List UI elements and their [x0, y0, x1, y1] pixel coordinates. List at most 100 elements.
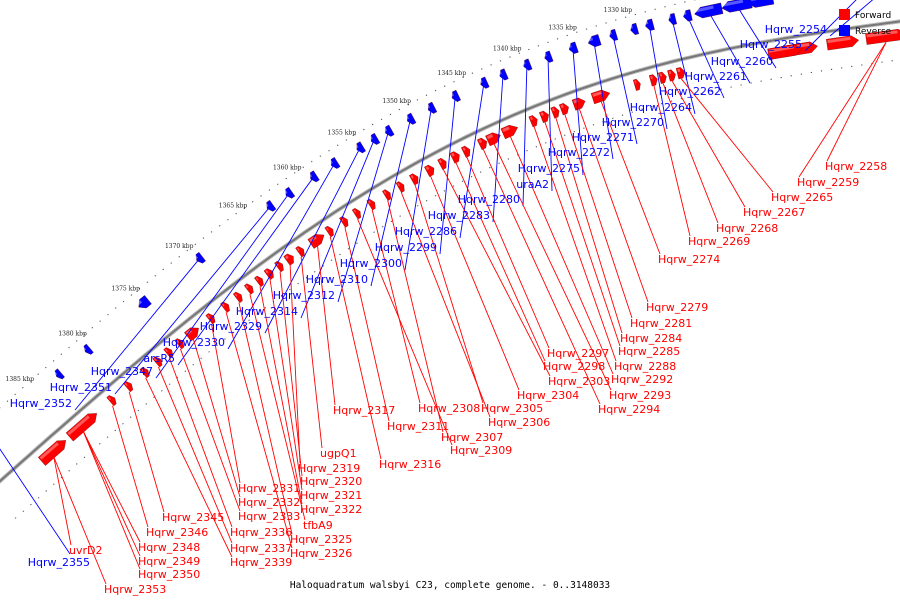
gene-label[interactable]: Hqrw_2265	[771, 191, 833, 204]
gene-label[interactable]: Hqrw_2303	[548, 375, 610, 388]
forward-gene-arrow[interactable]	[263, 267, 276, 280]
forward-gene-arrow[interactable]	[424, 163, 436, 177]
gene-label[interactable]: Hqrw_2280	[458, 193, 520, 206]
gene-label[interactable]: Hqrw_2304	[517, 389, 579, 402]
gene-label[interactable]: Hqrw_2319	[298, 462, 360, 475]
gene-label[interactable]: Hqrw_2268	[716, 222, 778, 235]
gene-label[interactable]: Hqrw_2355	[28, 556, 90, 569]
gene-label[interactable]: Hqrw_2297	[547, 347, 609, 360]
gene-label[interactable]: Hqrw_2350	[138, 568, 200, 581]
gene-label[interactable]: Hqrw_2345	[162, 511, 224, 524]
forward-gene-arrow[interactable]	[382, 188, 393, 201]
gene-label[interactable]: Hqrw_2332	[238, 496, 300, 509]
gene-label[interactable]: Hqrw_2316	[379, 458, 441, 471]
forward-gene-arrow[interactable]	[324, 225, 336, 238]
reverse-gene-arrow[interactable]	[53, 368, 65, 381]
forward-gene-arrow[interactable]	[571, 96, 587, 111]
reverse-gene-arrow[interactable]	[82, 343, 94, 356]
forward-gene-arrow[interactable]	[220, 300, 231, 313]
gene-label[interactable]: Hqrw_2285	[618, 345, 680, 358]
reverse-gene-arrow[interactable]	[135, 295, 152, 311]
forward-gene-arrow[interactable]	[232, 290, 244, 303]
gene-label[interactable]: Hqrw_2270	[602, 116, 664, 129]
gene-label[interactable]: Hqrw_2331	[238, 482, 300, 495]
gene-label[interactable]: Hqrw_2258	[825, 160, 887, 173]
forward-gene-arrow[interactable]	[648, 74, 659, 87]
forward-gene-arrow[interactable]	[174, 337, 187, 350]
gene-label[interactable]: Hqrw_2293	[609, 389, 671, 402]
gene-label[interactable]: Hqrw_2254	[765, 23, 827, 36]
gene-label[interactable]: Hqrw_2353	[104, 583, 166, 596]
gene-label[interactable]: Hqrw_2337	[230, 542, 292, 555]
gene-label[interactable]: Hqrw_2306	[488, 416, 550, 429]
forward-gene-arrow[interactable]	[351, 207, 363, 220]
forward-gene-arrow[interactable]	[667, 69, 677, 82]
forward-gene-arrow[interactable]	[409, 172, 420, 186]
gene-label[interactable]: Hqrw_2310	[306, 273, 368, 286]
gene-label[interactable]: Hqrw_2305	[481, 402, 543, 415]
gene-label[interactable]: Hqrw_2294	[598, 403, 660, 416]
forward-gene-arrow[interactable]	[826, 35, 859, 51]
gene-label[interactable]: Hqrw_2311	[387, 420, 449, 433]
reverse-gene-arrow[interactable]	[587, 34, 602, 48]
gene-label[interactable]: Hqrw_2348	[138, 541, 200, 554]
forward-gene-arrow[interactable]	[139, 366, 152, 379]
forward-gene-arrow[interactable]	[550, 106, 561, 119]
reverse-gene-arrow[interactable]	[721, 0, 753, 14]
forward-gene-arrow[interactable]	[106, 394, 119, 407]
forward-gene-arrow[interactable]	[528, 114, 540, 128]
gene-label[interactable]: Hqrw_2281	[630, 317, 692, 330]
gene-label[interactable]: Hqrw_2351	[50, 381, 112, 394]
forward-gene-arrow[interactable]	[366, 198, 378, 211]
gene-label[interactable]: Hqrw_2320	[300, 475, 362, 488]
reverse-gene-arrow[interactable]	[567, 41, 579, 55]
forward-gene-arrow[interactable]	[283, 252, 297, 266]
gene-label[interactable]: Hqrw_2283	[428, 209, 490, 222]
gene-label[interactable]: Hqrw_2267	[743, 206, 805, 219]
gene-label[interactable]: Hqrw_2347	[91, 365, 153, 378]
gene-label[interactable]: Hqrw_2272	[548, 146, 610, 159]
gene-label[interactable]: Hqrw_2307	[441, 431, 503, 444]
reverse-gene-arrow[interactable]	[667, 13, 677, 25]
gene-label[interactable]: Hqrw_2264	[630, 101, 692, 114]
forward-gene-arrow[interactable]	[658, 71, 668, 84]
gene-label[interactable]: Hqrw_2288	[614, 360, 676, 373]
gene-label[interactable]: Hqrw_2321	[300, 489, 362, 502]
gene-label[interactable]: uvrD2	[69, 544, 102, 557]
reverse-gene-arrow[interactable]	[498, 68, 509, 82]
forward-gene-arrow[interactable]	[37, 436, 69, 466]
gene-label[interactable]: Hqrw_2269	[688, 235, 750, 248]
gene-label[interactable]: Hqrw_2261	[685, 70, 747, 83]
reverse-gene-arrow[interactable]	[522, 58, 533, 72]
forward-gene-arrow[interactable]	[500, 122, 520, 140]
gene-label[interactable]: Hqrw_2322	[300, 503, 362, 516]
gene-label[interactable]: Hqrw_2349	[138, 555, 200, 568]
reverse-gene-arrow[interactable]	[608, 28, 619, 42]
forward-gene-arrow[interactable]	[461, 145, 472, 158]
gene-label[interactable]: Hqrw_2330	[163, 336, 225, 349]
gene-label[interactable]: Hqrw_2309	[450, 444, 512, 457]
forward-gene-arrow[interactable]	[437, 157, 449, 170]
gene-label[interactable]: Hqrw_2314	[236, 305, 298, 318]
forward-gene-arrow[interactable]	[632, 78, 642, 91]
gene-label[interactable]: tfbA9	[303, 519, 333, 532]
gene-label[interactable]: Hqrw_2352	[10, 397, 72, 410]
gene-label[interactable]: Hqrw_2308	[418, 402, 480, 415]
gene-label[interactable]: Hqrw_2325	[290, 533, 352, 546]
forward-gene-arrow[interactable]	[539, 110, 551, 123]
forward-gene-arrow[interactable]	[477, 136, 489, 150]
gene-label[interactable]: Hqrw_2298	[543, 360, 605, 373]
forward-gene-arrow[interactable]	[675, 67, 686, 80]
gene-label[interactable]: Hqrw_2292	[611, 373, 673, 386]
forward-gene-arrow[interactable]	[152, 355, 165, 368]
gene-label[interactable]: Hqrw_2326	[290, 547, 352, 560]
gene-label[interactable]: Hqrw_2279	[646, 301, 708, 314]
forward-gene-arrow[interactable]	[590, 88, 612, 105]
gene-label[interactable]: Hqrw_2259	[797, 176, 859, 189]
gene-label[interactable]: Hqrw_2286	[395, 225, 457, 238]
gene-label[interactable]: arsR5	[143, 352, 175, 365]
forward-gene-arrow[interactable]	[295, 245, 306, 258]
forward-gene-arrow[interactable]	[559, 102, 570, 116]
forward-gene-arrow[interactable]	[485, 130, 502, 147]
